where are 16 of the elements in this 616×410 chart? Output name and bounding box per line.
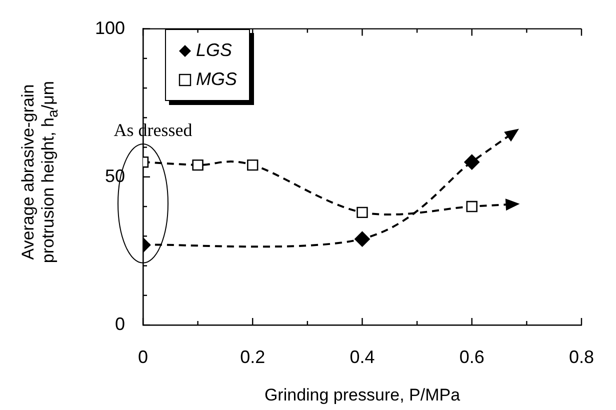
x-tick-label: 0.4 [350, 346, 375, 367]
x-axis-title: Grinding pressure, P/MPa [264, 385, 461, 404]
point [464, 154, 480, 170]
point [192, 159, 204, 171]
legend-label: MGS [196, 69, 238, 90]
point [356, 206, 368, 218]
x-tick-label: 0.6 [459, 346, 484, 367]
x-tick-label: 0.2 [240, 346, 266, 367]
y-tick-label: 0 [114, 314, 125, 334]
point [354, 231, 370, 247]
legend-label: LGS [196, 40, 232, 61]
point [466, 200, 478, 212]
x-tick-label: 0.8 [568, 346, 594, 367]
x-tick-label: 0 [138, 346, 148, 367]
point [247, 159, 258, 171]
y-tick-label: 100 [94, 18, 125, 38]
